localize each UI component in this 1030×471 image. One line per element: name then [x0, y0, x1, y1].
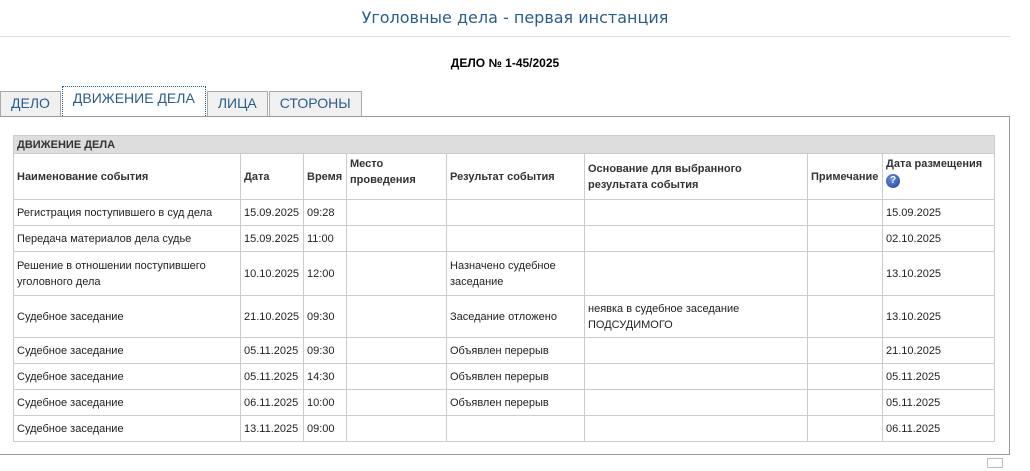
col-event-name: Наименование события — [13, 153, 241, 200]
cell-note — [807, 363, 883, 390]
cell-time: 09:30 — [303, 295, 347, 338]
cell-basis — [584, 251, 808, 296]
cell-place — [346, 337, 447, 364]
cell-basis — [584, 389, 808, 416]
cell-basis — [584, 225, 808, 252]
cell-event-name: Судебное заседание — [13, 389, 241, 416]
cell-date: 06.11.2025 — [240, 389, 304, 416]
cell-time: 12:00 — [303, 251, 347, 296]
tab-parties[interactable]: СТОРОНЫ — [268, 91, 362, 117]
cell-time: 09:00 — [303, 415, 347, 442]
table-row: Регистрация поступившего в суд дела 15.09… — [13, 199, 996, 226]
cell-result — [446, 199, 585, 226]
cell-time: 09:28 — [303, 199, 347, 226]
cell-basis — [584, 337, 808, 364]
cell-place — [346, 295, 447, 338]
page-title: Уголовные дела - первая инстанция — [361, 8, 669, 27]
case-number: ДЕЛО № 1-45/2025 — [450, 56, 560, 70]
cell-note — [807, 199, 883, 226]
col-place: Место проведения — [346, 153, 447, 200]
table-header: Наименование события Дата Время Место пр… — [13, 153, 996, 200]
cell-note — [807, 225, 883, 252]
case-movement-table: ДВИЖЕНИЕ ДЕЛА Наименование события Дата … — [12, 135, 996, 442]
cell-note — [807, 415, 883, 442]
cell-publish-date: 02.10.2025 — [881, 225, 996, 252]
cell-place — [346, 363, 447, 390]
cell-time: 10:00 — [303, 389, 347, 416]
cell-time: 14:30 — [303, 363, 347, 390]
table-row: Судебное заседание 05.11.2025 14:30 Объявле… — [13, 363, 996, 390]
table-row: Судебное заседание 21.10.2025 09:30 Заседан… — [13, 295, 996, 338]
cell-result: Заседание отложено — [446, 295, 585, 338]
cell-date: 15.09.2025 — [240, 199, 304, 226]
cell-event-name: Передача материалов дела судье — [13, 225, 241, 252]
cell-place — [346, 225, 447, 252]
cell-basis: неявка в судебное заседание ПОДСУДИМОГО — [584, 295, 808, 338]
table-row: Передача материалов дела судье 15.09.2025… — [13, 225, 996, 252]
cell-publish-date: 21.10.2025 — [881, 337, 996, 364]
cell-basis — [584, 199, 808, 226]
col-publish-date-label: Дата размещения — [886, 158, 983, 170]
tab-persons[interactable]: ЛИЦА — [206, 91, 268, 117]
tab-case-movement[interactable]: ДВИЖЕНИЕ ДЕЛА — [61, 86, 206, 118]
cell-result — [446, 415, 585, 442]
tab-case[interactable]: ДЕЛО — [0, 91, 61, 117]
col-basis: Основание для выбранного результата собы… — [584, 153, 808, 200]
print-icon[interactable] — [987, 458, 1003, 468]
cell-note — [807, 251, 883, 296]
cell-event-name: Судебное заседание — [13, 295, 241, 338]
col-publish-date: Дата размещения? — [881, 153, 996, 200]
cell-publish-date: 13.10.2025 — [881, 295, 996, 338]
cell-publish-date: 15.09.2025 — [881, 199, 996, 226]
cell-event-name: Судебное заседание — [13, 415, 241, 442]
cell-result: Объявлен перерыв — [446, 389, 585, 416]
tab-panel: ДВИЖЕНИЕ ДЕЛА Наименование события Дата … — [0, 116, 1010, 455]
cell-place — [346, 415, 447, 442]
cell-place — [346, 389, 447, 416]
cell-date: 05.11.2025 — [240, 363, 304, 390]
table-row: Судебное заседание 13.11.2025 09:00 06.11.2… — [13, 415, 996, 442]
table-caption: ДВИЖЕНИЕ ДЕЛА — [12, 135, 996, 154]
cell-result — [446, 225, 585, 252]
cell-date: 21.10.2025 — [240, 295, 304, 338]
cell-note — [807, 389, 883, 416]
cell-place — [346, 251, 447, 296]
col-result: Результат события — [446, 153, 585, 200]
tab-bar: ДЕЛО ДВИЖЕНИЕ ДЕЛА ЛИЦА СТОРОНЫ — [0, 86, 363, 118]
cell-note — [807, 337, 883, 364]
col-date: Дата — [240, 153, 304, 200]
cell-result: Назначено судебное заседание — [446, 251, 585, 296]
cell-event-name: Судебное заседание — [13, 363, 241, 390]
cell-place — [346, 199, 447, 226]
table-row: Судебное заседание 06.11.2025 10:00 Объявле… — [13, 389, 996, 416]
cell-date: 10.10.2025 — [240, 251, 304, 296]
cell-event-name: Решение в отношении поступившего уголовн… — [13, 251, 241, 296]
cell-result: Объявлен перерыв — [446, 337, 585, 364]
cell-date: 05.11.2025 — [240, 337, 304, 364]
divider — [0, 36, 1010, 37]
cell-time: 11:00 — [303, 225, 347, 252]
cell-note — [807, 295, 883, 338]
col-note: Примечание — [807, 153, 883, 200]
cell-basis — [584, 415, 808, 442]
col-time: Время — [303, 153, 347, 200]
table-row: Судебное заседание 05.11.2025 09:30 Объявле… — [13, 337, 996, 364]
cell-event-name: Регистрация поступившего в суд дела — [13, 199, 241, 226]
cell-publish-date: 13.10.2025 — [881, 251, 996, 296]
cell-publish-date: 05.11.2025 — [881, 389, 996, 416]
cell-date: 15.09.2025 — [240, 225, 304, 252]
cell-basis — [584, 363, 808, 390]
cell-time: 09:30 — [303, 337, 347, 364]
table-row: Решение в отношении поступившего уголовн… — [13, 251, 996, 296]
cell-event-name: Судебное заседание — [13, 337, 241, 364]
help-icon[interactable]: ? — [886, 174, 900, 188]
cell-result: Объявлен перерыв — [446, 363, 585, 390]
cell-publish-date: 06.11.2025 — [881, 415, 996, 442]
cell-date: 13.11.2025 — [240, 415, 304, 442]
cell-publish-date: 05.11.2025 — [881, 363, 996, 390]
